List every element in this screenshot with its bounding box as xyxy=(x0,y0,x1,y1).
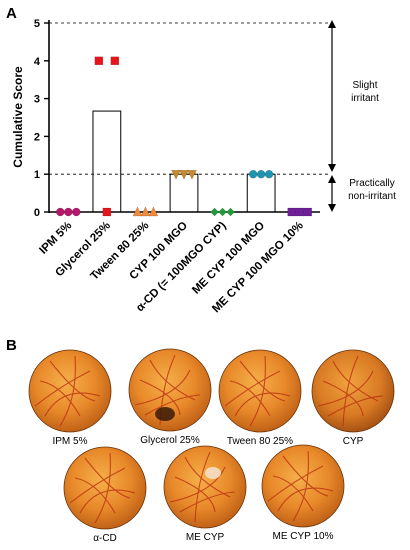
data-point xyxy=(218,207,227,217)
data-point xyxy=(132,206,143,217)
data-point xyxy=(248,169,258,179)
y-axis-label: Cumulative Score xyxy=(11,66,25,168)
arrow-head-down-icon xyxy=(328,204,336,212)
egg-outline xyxy=(163,445,247,529)
egg-membrane xyxy=(64,447,146,529)
data-point xyxy=(295,207,304,217)
data-point xyxy=(171,169,181,180)
egg-membrane xyxy=(219,350,301,432)
non-irritant-label-line2: non-irritant xyxy=(348,191,396,202)
egg-outline xyxy=(261,444,345,528)
panel-a-label: A xyxy=(6,5,17,22)
blood-vessels xyxy=(224,355,291,427)
arrow-head-up-icon xyxy=(328,20,336,28)
data-point xyxy=(264,169,274,179)
slight-irritant-label-line1: Slight xyxy=(352,80,377,91)
y-tick-label: 2 xyxy=(34,131,40,143)
photo-caption: IPM 5% xyxy=(52,436,87,447)
egg-photo: Tween 80 25% xyxy=(218,349,302,447)
photo-caption: CYP xyxy=(343,436,364,447)
data-point xyxy=(210,207,219,217)
photo-caption: ME CYP xyxy=(186,532,225,543)
egg-photo: ME CYP xyxy=(163,445,247,543)
egg-photo: ME CYP 10% xyxy=(261,444,345,542)
arrow-head-down-icon xyxy=(328,164,336,172)
data-point xyxy=(94,56,104,66)
blood-vessels xyxy=(134,354,201,426)
blood-vessels xyxy=(317,355,384,427)
photo-caption: Glycerol 25% xyxy=(140,435,200,446)
data-point xyxy=(179,169,189,180)
dark-spot xyxy=(155,407,175,421)
category-label: ME CYP 100 MGO xyxy=(190,220,267,297)
egg-photo: α-CD xyxy=(63,446,147,544)
egg-outline xyxy=(218,349,302,433)
egg-membrane xyxy=(312,350,394,432)
data-point xyxy=(256,169,266,179)
photo-caption: Tween 80 25% xyxy=(227,436,293,447)
photo-caption: ME CYP 10% xyxy=(273,531,334,542)
classification-annotations: Slight irritant Practically non-irritant xyxy=(328,20,396,212)
blood-vessels xyxy=(34,355,101,427)
y-tick-label: 5 xyxy=(34,18,40,30)
category-label: IPM 5% xyxy=(37,220,74,257)
reference-lines xyxy=(49,22,330,175)
egg-outline xyxy=(63,446,147,530)
y-tick-label: 1 xyxy=(34,169,40,181)
cumulative-score-chart: 0 1 2 3 4 5 IPM 5%Glycerol 25%Tween 80 25%CYP… xyxy=(11,18,396,315)
bar xyxy=(169,173,199,213)
data-point xyxy=(102,207,112,217)
y-tick-label: 0 xyxy=(34,207,40,219)
egg-outline xyxy=(311,349,395,433)
data-point xyxy=(287,207,296,217)
panel-b-label: B xyxy=(6,337,17,354)
y-tick-label: 3 xyxy=(34,94,40,106)
data-point xyxy=(64,207,73,217)
arrow-head-up-icon xyxy=(328,175,336,183)
data-point xyxy=(56,207,65,217)
y-tick-label: 4 xyxy=(34,56,41,68)
blood-vessels xyxy=(267,450,334,522)
chart-axes xyxy=(48,20,320,213)
data-point xyxy=(187,169,197,180)
egg-photo: IPM 5% xyxy=(28,349,112,447)
bars xyxy=(92,110,276,213)
category-labels: IPM 5%Glycerol 25%Tween 80 25%CYP 100 MG… xyxy=(37,220,305,316)
data-point xyxy=(72,207,81,217)
slight-irritant-label-line2: irritant xyxy=(351,93,379,104)
highlight-spot xyxy=(205,467,221,479)
data-point xyxy=(226,207,235,217)
blood-vessels xyxy=(169,451,236,523)
data-point xyxy=(303,207,312,217)
egg-photo: CYP xyxy=(311,349,395,447)
egg-membrane xyxy=(262,445,344,527)
non-irritant-label-line1: Practically xyxy=(349,178,395,189)
egg-membrane xyxy=(129,349,211,431)
y-ticks: 0 1 2 3 4 5 xyxy=(34,18,49,219)
data-point xyxy=(110,56,120,66)
photo-caption: α-CD xyxy=(93,533,117,544)
data-point xyxy=(140,206,151,217)
data-point xyxy=(148,206,159,217)
egg-membrane xyxy=(29,350,111,432)
bar xyxy=(92,110,122,213)
egg-membrane xyxy=(164,446,246,528)
blood-vessels xyxy=(69,452,136,524)
egg-outline xyxy=(28,349,112,433)
egg-outline xyxy=(128,348,212,432)
egg-photo: Glycerol 25% xyxy=(128,348,212,446)
egg-photo-grid: IPM 5% Glycerol 25% Tween 80 25% CYP α-CD ME … xyxy=(28,348,395,544)
bar xyxy=(246,173,276,213)
data-points xyxy=(56,56,312,217)
